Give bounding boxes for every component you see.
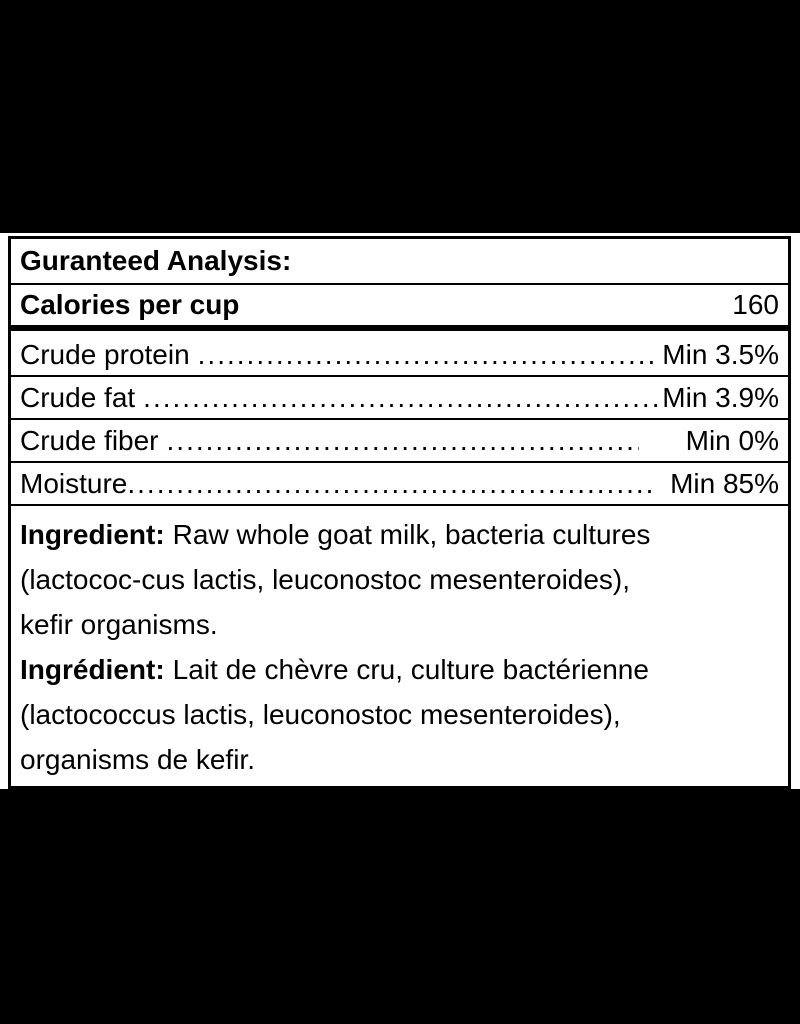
table-title: Guranteed Analysis: bbox=[20, 245, 292, 276]
guaranteed-analysis-table: Guranteed Analysis: Calories per cup 160… bbox=[8, 236, 791, 789]
analysis-row-moisture: Moisture Min 85% bbox=[11, 463, 788, 506]
analysis-row-fat: Crude fat Min 3.9% bbox=[11, 377, 788, 420]
ingredients-fr-label: Ingrédient: bbox=[20, 654, 165, 685]
analysis-label: Crude fat bbox=[20, 382, 136, 413]
analysis-value: Min 0% bbox=[685, 425, 779, 456]
dot-leader bbox=[198, 334, 658, 375]
dot-leader bbox=[167, 420, 639, 461]
table-header-row: Guranteed Analysis: bbox=[11, 239, 788, 285]
analysis-label: Crude fiber bbox=[20, 425, 159, 456]
analysis-value: Min 3.5% bbox=[662, 339, 779, 370]
label-panel: Guranteed Analysis: Calories per cup 160… bbox=[0, 233, 800, 789]
calories-row: Calories per cup 160 bbox=[11, 285, 788, 331]
ingredients-fr-line3: organisms de kefir. bbox=[20, 744, 255, 775]
ingredients-en-text: Raw whole goat milk, bacteria cultures bbox=[172, 519, 651, 550]
ingredients-en-line3: kefir organisms. bbox=[20, 609, 218, 640]
analysis-value: Min 85% bbox=[670, 468, 779, 499]
dot-leader bbox=[143, 377, 657, 418]
analysis-row-fiber: Crude fiber Min 0% bbox=[11, 420, 788, 463]
ingredients-fr-text: Lait de chèvre cru, culture bactérienne bbox=[172, 654, 649, 685]
ingredients-fr-line2: (lactococcus lactis, leuconostoc mesente… bbox=[20, 699, 621, 730]
dot-leader bbox=[127, 463, 651, 504]
thick-rule-gap bbox=[11, 331, 788, 334]
ingredients-en-line1: Ingredient: Raw whole goat milk, bacteria… bbox=[20, 512, 779, 557]
ingredients-section: Ingredient: Raw whole goat milk, bacteria… bbox=[11, 506, 788, 786]
analysis-row-protein: Crude protein Min 3.5% bbox=[11, 334, 788, 377]
ingredients-en-line2: (lactococ-cus lactis, leuconostoc mesent… bbox=[20, 564, 631, 595]
analysis-label: Moisture bbox=[20, 468, 128, 499]
ingredients-en-label: Ingredient: bbox=[20, 519, 165, 550]
calories-value: 160 bbox=[732, 289, 779, 320]
ingredients-fr-line1: Ingrédient: Lait de chèvre cru, culture b… bbox=[20, 647, 779, 692]
analysis-value: Min 3.9% bbox=[662, 382, 779, 413]
analysis-label: Crude protein bbox=[20, 339, 190, 370]
calories-label: Calories per cup bbox=[20, 289, 240, 320]
